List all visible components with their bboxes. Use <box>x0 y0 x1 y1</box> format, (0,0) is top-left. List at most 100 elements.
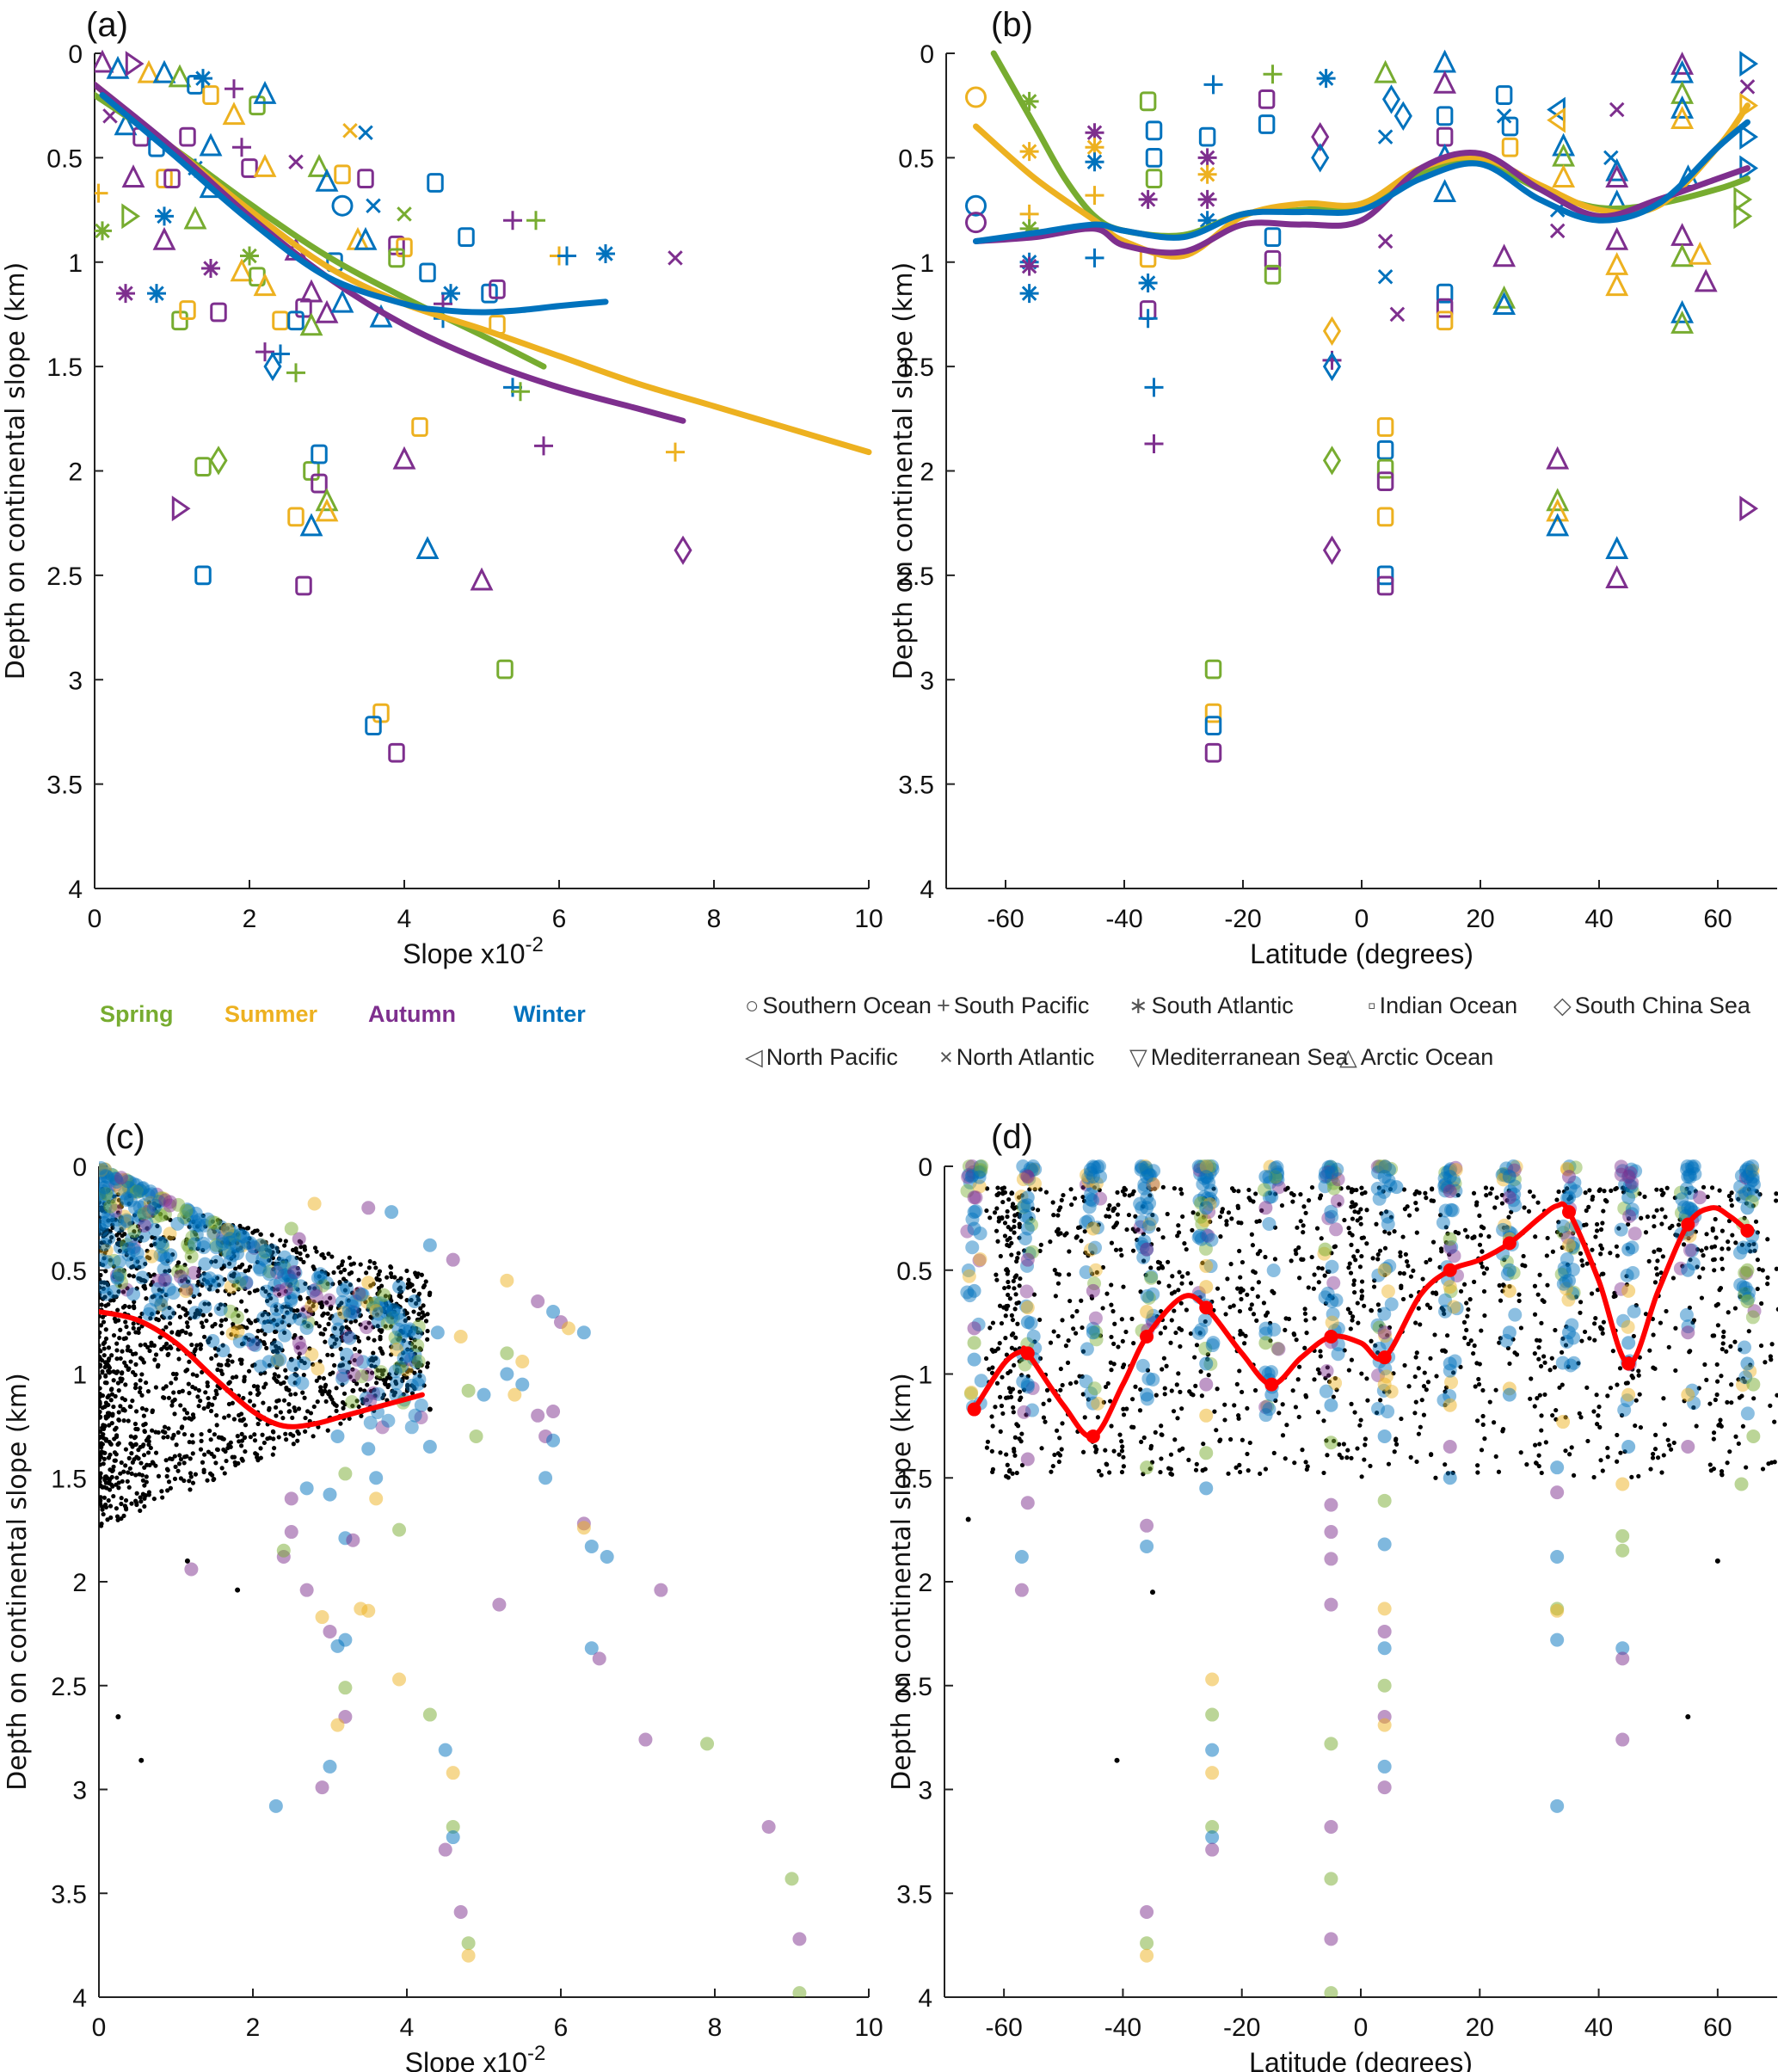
black-point <box>1584 1385 1590 1390</box>
colored-point <box>531 1408 545 1423</box>
black-point <box>262 1331 268 1337</box>
x-marker-icon: × <box>939 1044 953 1070</box>
black-point <box>311 1434 316 1439</box>
data-point-asterisk <box>1019 256 1039 276</box>
black-point <box>235 1247 240 1252</box>
black-point <box>1720 1257 1725 1262</box>
black-point <box>237 1223 243 1228</box>
colored-point <box>1444 1375 1459 1390</box>
black-point <box>164 1473 169 1479</box>
black-point <box>139 1372 145 1377</box>
black-point <box>1048 1340 1054 1345</box>
black-point <box>126 1418 131 1423</box>
black-points <box>99 1186 433 1763</box>
fit-knot <box>1264 1377 1279 1392</box>
black-point <box>133 1409 139 1414</box>
black-point <box>276 1261 281 1266</box>
black-point <box>1017 1283 1022 1288</box>
black-point <box>183 1330 188 1336</box>
black-point <box>102 1256 107 1261</box>
black-point <box>111 1378 116 1383</box>
black-point <box>113 1458 118 1463</box>
fit-line-winter <box>973 119 1750 244</box>
black-point <box>1055 1451 1061 1456</box>
black-point <box>375 1276 380 1282</box>
black-point <box>1386 1461 1392 1466</box>
colored-point <box>1140 1936 1154 1951</box>
data-point-triangle-right <box>1733 203 1753 230</box>
x-tick-label: 0 <box>1354 2014 1369 2042</box>
black-point <box>1246 1468 1251 1473</box>
black-point <box>1079 1298 1084 1303</box>
black-point <box>1483 1185 1489 1190</box>
black-point <box>1772 1460 1777 1465</box>
black-point <box>187 1416 192 1421</box>
black-point <box>1349 1187 1355 1192</box>
black-point <box>152 1241 157 1246</box>
black-point <box>153 1429 158 1435</box>
black-point <box>1726 1193 1732 1199</box>
black-point <box>1267 1190 1272 1196</box>
black-point <box>318 1385 323 1390</box>
black-point <box>1571 1473 1577 1478</box>
black-point <box>984 1445 990 1450</box>
black-point <box>1524 1462 1529 1467</box>
black-point <box>1299 1257 1305 1263</box>
data-point-triangle-up <box>1546 488 1570 512</box>
colored-point <box>1324 1525 1338 1540</box>
data-point-square <box>1501 116 1519 137</box>
data-point-square <box>1204 659 1222 679</box>
colored-point <box>245 1249 260 1263</box>
black-point <box>1177 1270 1182 1275</box>
black-point <box>132 1306 137 1311</box>
black-point <box>1352 1410 1357 1415</box>
colored-point <box>1014 1583 1029 1597</box>
colored-point <box>1679 1307 1694 1322</box>
black-point <box>1615 1459 1620 1464</box>
colored-point <box>151 1195 166 1209</box>
black-point <box>998 1450 1003 1455</box>
black-point <box>1017 1397 1023 1403</box>
black-point <box>371 1350 376 1356</box>
black-point <box>994 1206 1000 1211</box>
black-point <box>1586 1204 1591 1209</box>
black-point <box>1518 1325 1524 1331</box>
black-point <box>272 1446 277 1451</box>
black-point <box>165 1435 170 1440</box>
black-point <box>1114 1221 1119 1227</box>
black-point <box>177 1314 183 1319</box>
black-point <box>110 1467 115 1473</box>
data-point-triangle-up <box>152 226 176 250</box>
black-point <box>1138 1289 1143 1294</box>
colored-point <box>276 1543 291 1558</box>
black-point <box>1120 1338 1125 1344</box>
black-point <box>200 1369 205 1375</box>
black-point <box>146 1442 151 1448</box>
data-point-triangle-up <box>1605 536 1629 560</box>
black-point <box>210 1324 215 1329</box>
black-point <box>334 1337 339 1342</box>
colored-point <box>1502 1190 1517 1205</box>
colored-point <box>386 1311 401 1325</box>
data-point-triangle-up <box>1374 59 1398 83</box>
black-point <box>318 1279 323 1284</box>
colored-point <box>1205 1338 1220 1353</box>
black-point <box>1135 1227 1141 1233</box>
black-point <box>1293 1248 1298 1253</box>
black-point <box>380 1372 385 1377</box>
colored-point <box>114 1240 128 1255</box>
black-point <box>415 1363 420 1369</box>
data-point-asterisk <box>147 284 166 304</box>
black-point <box>250 1230 255 1235</box>
black-point <box>1500 1429 1505 1434</box>
black-point <box>1180 1214 1185 1220</box>
colored-point <box>157 1249 171 1263</box>
colored-point <box>99 1190 107 1204</box>
black-point <box>99 1399 102 1405</box>
data-point-plus <box>503 378 522 397</box>
colored-point <box>1191 1159 1206 1174</box>
black-point <box>276 1256 282 1261</box>
colored-point <box>1083 1243 1098 1257</box>
black-point <box>212 1432 217 1437</box>
